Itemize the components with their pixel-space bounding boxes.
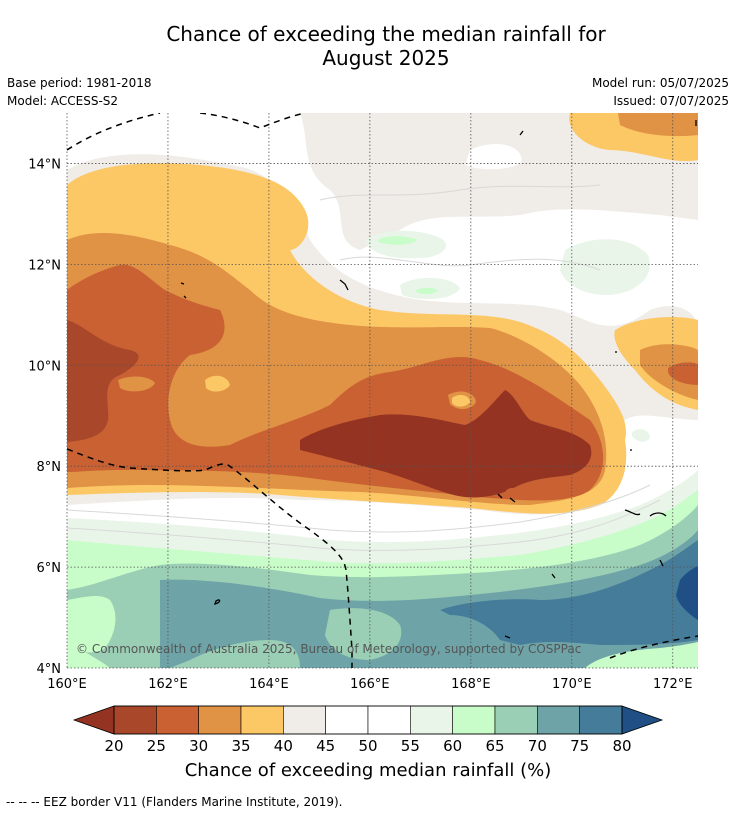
colorbar-segment — [113, 705, 157, 735]
field-55-pocket-d — [632, 429, 650, 442]
field-40-top — [67, 113, 698, 250]
island-6 — [497, 493, 516, 503]
colorbar-segment — [367, 705, 411, 735]
island-1 — [519, 130, 524, 136]
field-65-south-patch — [325, 608, 402, 660]
model-run: Model run: 05/07/2025 — [591, 76, 729, 90]
meta-right: Model run: 05/07/2025 Issued: 07/07/2025 — [592, 74, 729, 110]
meta-left: Base period: 1981-2018 Model: ACCESS-S2 — [7, 74, 152, 110]
colorbar-segment — [283, 705, 326, 735]
colorbar-segment — [198, 705, 242, 735]
field-60-pocket-a — [378, 236, 418, 245]
island-5 — [624, 509, 667, 517]
field-35-hole-a — [205, 375, 230, 392]
islands — [180, 120, 697, 639]
x-tick-label: 166°E — [350, 677, 390, 692]
colorbar-tick-label: 60 — [443, 737, 462, 755]
eez-footnote: -- -- -- EEZ border V11 (Flanders Marine… — [6, 795, 343, 809]
contour-lines — [67, 184, 661, 551]
base-period: Base period: 1981-2018 — [7, 76, 152, 90]
y-tick-label: 6°N — [37, 561, 62, 576]
colorbar-segment — [325, 705, 369, 735]
colorbar-segment — [579, 705, 623, 735]
colorbar-under-arrow — [72, 705, 115, 735]
colorbar-tick-label: 70 — [528, 737, 547, 755]
field-60-bottomright — [585, 642, 698, 668]
island-7 — [551, 573, 556, 579]
island-10 — [504, 635, 511, 639]
field-20-center — [300, 390, 592, 498]
eez-line-top — [67, 113, 306, 151]
colorbar-tick-label: 20 — [104, 737, 123, 755]
colorbar-tick-label: 40 — [274, 737, 293, 755]
colorbar-tick-label: 25 — [147, 737, 166, 755]
y-tick-label: 4°N — [37, 662, 62, 677]
x-tick-label: 168°E — [451, 677, 491, 692]
model-name: Model: ACCESS-S2 — [7, 94, 119, 108]
field-25-right — [668, 362, 698, 385]
title-line-2: August 2025 — [322, 46, 450, 70]
colorbar-tick-label: 30 — [189, 737, 208, 755]
colorbar-tick-label: 75 — [570, 737, 589, 755]
colorbar-segment — [494, 705, 538, 735]
x-tick-label: 160°E — [47, 677, 87, 692]
field-45-hole — [465, 144, 522, 170]
y-tick-label: 12°N — [28, 258, 61, 273]
x-tick-label: 162°E — [148, 677, 188, 692]
colorbar-segment — [537, 705, 580, 735]
colorbar-segment — [156, 705, 199, 735]
island-3 — [339, 279, 349, 291]
field-55-pocket-c — [560, 239, 650, 296]
colorbar-segment — [410, 705, 453, 735]
y-tick-label: 10°N — [28, 359, 61, 374]
colorbar-tick-label: 35 — [231, 737, 250, 755]
colorbar: 20 25 30 35 40 45 50 55 60 65 70 75 80 — [72, 705, 664, 755]
field-60-south-patch — [67, 595, 116, 653]
field-75-south — [440, 540, 698, 645]
title-line-1: Chance of exceeding the median rainfall … — [166, 22, 606, 46]
gridlines — [66, 113, 698, 669]
colorbar-tick-label: 50 — [358, 737, 377, 755]
island-9 — [213, 599, 221, 605]
contour-line-d — [319, 184, 601, 201]
contour-line-a — [67, 484, 651, 533]
y-tick-label: 14°N — [28, 157, 61, 172]
field-80-south — [676, 566, 698, 620]
field-35-hole-b — [452, 395, 470, 407]
colorbar-frame — [113, 705, 623, 735]
field-30-hole-a — [118, 376, 155, 392]
field-30-topright — [618, 113, 698, 137]
x-tick-label: 164°E — [249, 677, 289, 692]
colorbar-segment — [240, 705, 284, 735]
colorbar-tick-label: 80 — [612, 737, 631, 755]
eez-line-southeast — [609, 635, 698, 659]
island-11 — [615, 351, 632, 451]
colorbar-label: Chance of exceeding median rainfall (%) — [184, 760, 552, 781]
contour-line-c — [339, 256, 601, 271]
field-20-left — [67, 320, 139, 442]
field-60-pocket-b — [416, 287, 438, 295]
eez-borders — [67, 113, 698, 668]
x-tick-label: 170°E — [552, 677, 592, 692]
colorbar-tick-label: 55 — [401, 737, 420, 755]
contour-fields — [67, 113, 698, 668]
field-25-center-hole — [505, 488, 518, 499]
contour-line-b — [67, 499, 661, 551]
page-title: Chance of exceeding the median rainfall … — [0, 22, 736, 70]
island-4 — [180, 282, 187, 299]
colorbar-tick-label: 65 — [485, 737, 504, 755]
colorbar-over-arrow — [621, 705, 664, 735]
issued-date: Issued: 07/07/2025 — [613, 94, 729, 108]
colorbar-tick-label: 45 — [316, 737, 335, 755]
colorbar-segment — [452, 705, 496, 735]
y-tick-labels: 4°N 6°N 8°N 10°N 12°N 14°N — [28, 157, 61, 677]
copyright-text: © Commonwealth of Australia 2025, Bureau… — [76, 642, 581, 656]
x-tick-label: 172°E — [653, 677, 693, 692]
eez-line-west — [67, 448, 353, 668]
y-tick-label: 8°N — [37, 460, 62, 475]
x-tick-labels: 160°E 162°E 164°E 166°E 168°E 170°E 172°E — [47, 677, 692, 692]
island-8 — [659, 559, 664, 567]
